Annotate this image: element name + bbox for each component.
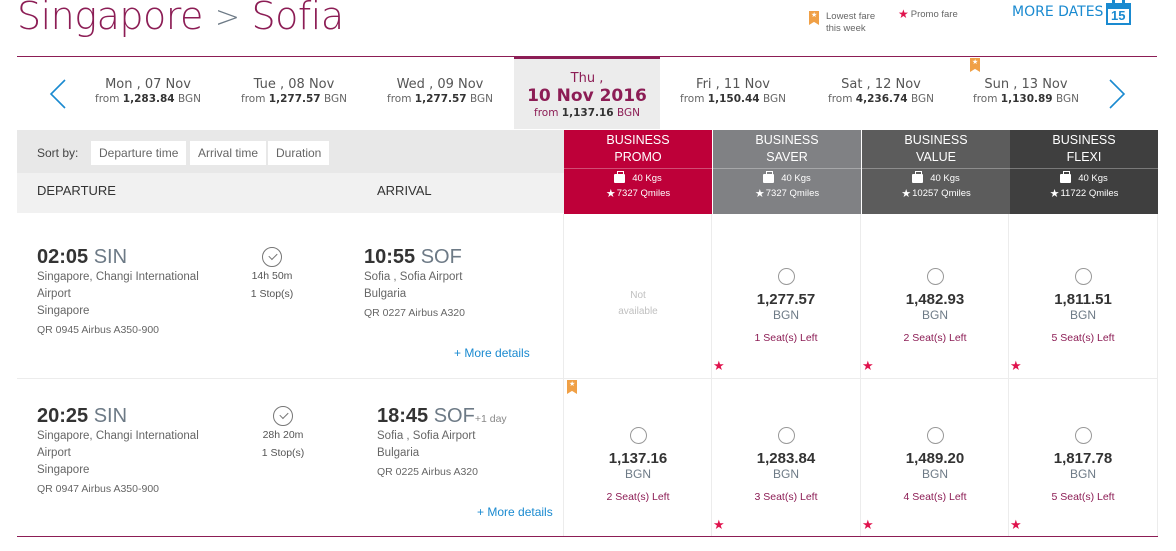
fare-radio[interactable]: [777, 268, 795, 285]
fare-header-business-value: BUSINESS VALUE 40 Kgs ★ 10257 Qmiles: [862, 130, 1010, 214]
fare-header-business-flexi: BUSINESS FLEXI 40 Kgs ★ 11722 Qmiles: [1010, 130, 1158, 214]
lowest-fare-ribbon-icon: [809, 11, 819, 25]
origin-city: Singapore: [17, 0, 203, 38]
column-divider: [563, 214, 564, 536]
fare-radio[interactable]: [629, 427, 647, 444]
fare-radio[interactable]: [926, 268, 944, 285]
baggage-icon: [614, 171, 626, 183]
date-option-sun-13[interactable]: Sun , 13 Nov from 1,130.89 BGN: [973, 77, 1079, 105]
baggage-icon: [763, 171, 775, 183]
sort-label: Sort by:: [37, 146, 79, 160]
route-title: Singapore > Sofia: [17, 0, 344, 38]
clock-icon: [273, 406, 293, 426]
fare-cell-value[interactable]: 1,489.20 BGN 4 Seat(s) Left: [861, 427, 1009, 503]
column-divider: [1157, 214, 1158, 536]
lowest-fare-ribbon-icon: [970, 58, 980, 72]
promo-star-icon: ★: [713, 517, 725, 532]
fare-radio[interactable]: [1074, 268, 1092, 285]
more-details-link[interactable]: + More details: [477, 505, 553, 519]
destination-city: Sofia: [251, 0, 345, 38]
sort-duration-button[interactable]: Duration: [268, 141, 330, 165]
departure-time: 20:25 SIN: [37, 405, 128, 427]
fare-cell-flexi[interactable]: 1,811.51 BGN 5 Seat(s) Left: [1009, 268, 1157, 344]
row-divider: [17, 378, 1158, 379]
fare-cell-value[interactable]: 1,482.93 BGN 2 Seat(s) Left: [861, 268, 1009, 344]
duration-info: 14h 50m 1 Stop(s): [242, 247, 302, 303]
fare-cell-promo[interactable]: 1,137.16 BGN 2 Seat(s) Left: [564, 427, 712, 503]
arrival-header: ARRIVAL: [377, 183, 432, 198]
departure-time: 02:05 SIN: [37, 246, 128, 268]
sort-departure-time-button[interactable]: Departure time: [91, 141, 187, 165]
fare-radio[interactable]: [1074, 427, 1092, 444]
star-icon: ★: [605, 188, 616, 200]
date-option-tue-08[interactable]: Tue , 08 Nov from 1,277.57 BGN: [241, 77, 347, 105]
prev-dates-arrow-icon[interactable]: [48, 79, 68, 109]
clock-icon: [262, 247, 282, 267]
column-divider: [1008, 214, 1009, 536]
results-bottom-divider: [17, 536, 1158, 537]
legend-promo-fare: ★ Promo fare: [898, 7, 958, 21]
date-option-sat-12[interactable]: Sat , 12 Nov from 4,236.74 BGN: [828, 77, 934, 105]
fare-radio[interactable]: [777, 427, 795, 444]
star-icon: ★: [901, 188, 912, 200]
calendar-icon[interactable]: 15: [1106, 0, 1131, 25]
fare-cell-flexi[interactable]: 1,817.78 BGN 5 Seat(s) Left: [1009, 427, 1157, 503]
fare-cell-promo-unavailable: Not available: [618, 290, 658, 317]
sort-bar: Sort by: Departure time Arrival time Dur…: [17, 130, 564, 173]
promo-star-icon: ★: [862, 358, 874, 373]
date-option-fri-11[interactable]: Fri , 11 Nov from 1,150.44 BGN: [680, 77, 786, 105]
next-day-indicator: +1 day: [474, 413, 507, 425]
promo-star-icon: ★: [898, 7, 909, 21]
column-divider: [711, 214, 712, 536]
date-option-thu-10-selected[interactable]: Thu , 10 Nov 2016 from 1,137.16 BGN: [514, 56, 660, 129]
route-separator: >: [214, 0, 240, 35]
date-option-mon-07[interactable]: Mon , 07 Nov from 1,283.84 BGN: [95, 77, 201, 105]
arrival-time: 18:45 SOF+1 day: [377, 405, 507, 427]
fare-cell-saver[interactable]: 1,277.57 BGN 1 Seat(s) Left: [712, 268, 860, 344]
fare-radio[interactable]: [926, 427, 944, 444]
promo-star-icon: ★: [713, 358, 725, 373]
date-option-wed-09[interactable]: Wed , 09 Nov from 1,277.57 BGN: [387, 77, 493, 105]
baggage-icon: [912, 171, 924, 183]
baggage-icon: [1060, 171, 1072, 183]
column-divider: [860, 214, 861, 536]
arrival-time: 10:55 SOF: [364, 246, 462, 268]
fare-cell-saver[interactable]: 1,283.84 BGN 3 Seat(s) Left: [712, 427, 860, 503]
departure-header: DEPARTURE: [37, 183, 116, 198]
promo-star-icon: ★: [1010, 358, 1022, 373]
promo-star-icon: ★: [862, 517, 874, 532]
more-details-link[interactable]: + More details: [454, 346, 530, 360]
lowest-fare-ribbon-icon: [567, 380, 577, 394]
duration-info: 28h 20m 1 Stop(s): [253, 406, 313, 462]
column-headers: DEPARTURE ARRIVAL: [17, 173, 564, 213]
fare-header-business-promo: BUSINESS PROMO 40 Kgs ★ 7327 Qmiles: [564, 130, 712, 214]
promo-star-icon: ★: [1010, 517, 1022, 532]
next-dates-arrow-icon[interactable]: [1107, 79, 1127, 109]
more-dates-link[interactable]: MORE DATES: [1012, 4, 1104, 20]
sort-arrival-time-button[interactable]: Arrival time: [190, 141, 267, 165]
star-icon: ★: [1049, 188, 1060, 200]
star-icon: ★: [754, 188, 765, 200]
fare-header-business-saver: BUSINESS SAVER 40 Kgs ★ 7327 Qmiles: [713, 130, 861, 214]
